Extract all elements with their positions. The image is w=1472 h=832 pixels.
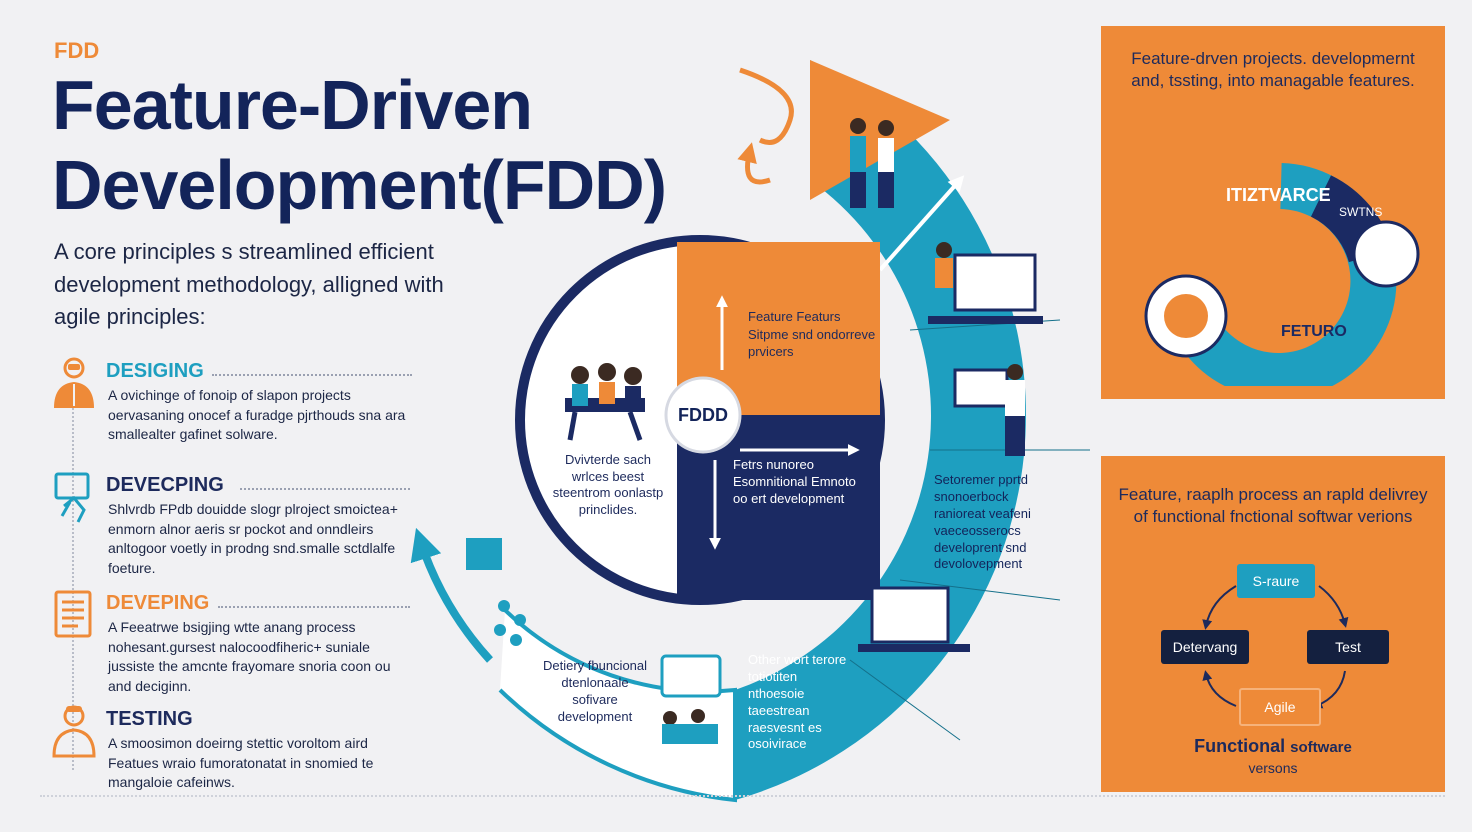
center-badge: [664, 376, 742, 454]
ring-bottom-text: Other wort terore totiotiten nthoesoie t…: [748, 652, 847, 752]
quadrant-bottom-right: [677, 415, 880, 600]
quadrant-top-right: [677, 242, 880, 415]
step-label: DEVECPING: [106, 474, 224, 496]
step-leader-dots: [212, 374, 412, 376]
step-description: A smoosimon doeirng stettic voroltom air…: [108, 735, 374, 791]
cycle-arrows: [1202, 585, 1349, 709]
step-label: TESTING: [106, 708, 193, 730]
step-testing: TESTING A smoosimon doeirng stettic voro…: [40, 694, 420, 804]
ring-arrow: [878, 175, 965, 272]
lower-left-band: [498, 608, 737, 803]
step-list: DESIGING A ovichinge of fonoip of slapon…: [40, 340, 420, 790]
step-developing-2: DEVEPING A Feeatrwe bsigjing wtte anang …: [40, 578, 420, 694]
panel-bottom: Feature, raaplh process an rapld delivre…: [1101, 456, 1445, 792]
top-curl-arrow: [739, 67, 794, 145]
intro-paragraph: A core principles s streamlined efficien…: [54, 239, 444, 330]
panel-top-text: Feature-drven projects. developmernt and…: [1131, 49, 1415, 91]
gear-icon: [1352, 220, 1420, 288]
timeline-line: [72, 400, 74, 770]
ring-bottom-left-text: Detiery fbuncional dtenlonaale sofivare …: [542, 658, 648, 724]
gear-people-icon: [466, 538, 526, 646]
document-stack-icon: [54, 590, 92, 638]
team-illustration: [565, 363, 645, 441]
step-developing: DEVECPING Shlvrdb FPdb douidde slogr plr…: [40, 460, 420, 576]
ring-label: SWTNS: [1339, 205, 1382, 219]
step-label: DESIGING: [106, 360, 204, 382]
step-designing: DESIGING A ovichinge of fonoip of slapon…: [40, 346, 420, 456]
ring-label: ITIZTVARCE: [1226, 185, 1331, 205]
cycle-node: Agile: [1239, 688, 1321, 726]
step-leader-dots: [218, 606, 410, 608]
title-line-1: Feature-Driven: [52, 66, 533, 144]
outer-ring-segment: [735, 60, 1026, 800]
designer-person-icon: [54, 357, 94, 408]
pair-illustration: [850, 118, 894, 208]
step-leader-dots: [240, 488, 410, 490]
monitor-hand-icon: [54, 472, 90, 523]
monitor-worker-illustration: [953, 364, 1025, 456]
footer-rest: software: [1290, 739, 1352, 756]
panel-bottom-text: Feature, raaplh process an rapld delivre…: [1118, 485, 1428, 527]
fdd-cycle-wheel: FDDD Feature Featurs Sitpme snd ondorrev…: [410, 60, 1090, 803]
step-label: DEVEPING: [106, 592, 210, 614]
kicker-label: FDD: [54, 38, 100, 63]
laptop-illustration: [858, 586, 970, 652]
ring-label: FETURO: [1281, 323, 1347, 340]
footer-sub: versons: [1248, 760, 1298, 776]
chat-illustration: [660, 654, 722, 744]
title-line-2: Development(FDD): [52, 145, 667, 224]
tester-person-icon: [52, 705, 96, 758]
step-description: A Feeatrwe bsigjing wtte anang process n…: [108, 619, 391, 694]
page-title: Feature-Driven Development(FDD): [52, 66, 667, 226]
panel-top: Feature-drven projects. developmernt and…: [1101, 26, 1445, 399]
cycle-node: S-raure: [1237, 564, 1315, 598]
quadrant-bottom-right-text: Fetrs nunoreo Esomnitional Emnoto oo ert…: [733, 457, 856, 506]
ring-right-text: Setoremer pprtd snonoerbock ranioreat ve…: [934, 472, 1031, 572]
laptop-worker-illustration: [928, 242, 1043, 324]
left-return-arrow: [410, 527, 493, 663]
feature-ring-diagram: ITIZTVARCE FETURO SWTNS: [1144, 163, 1420, 386]
quadrant-bottom-left-text: Dvivterde sach wrlces beest steentrom oo…: [552, 452, 664, 517]
step-description: Shlvrdb FPdb douidde slogr plroject smoi…: [108, 501, 398, 576]
footer-bold: Functional: [1194, 736, 1286, 756]
cycle-node: Detervang: [1161, 630, 1249, 664]
bottom-divider: [40, 795, 1445, 797]
step-description: A ovichinge of fonoip of slapon projects…: [108, 387, 406, 443]
panel-footer: Functional software: [1101, 736, 1445, 757]
center-label: FDDD: [678, 405, 728, 425]
quadrant-top-right-text: Feature Featurs Sitpme snd ondorreve prv…: [748, 309, 876, 360]
cycle-node: Test: [1307, 630, 1389, 664]
